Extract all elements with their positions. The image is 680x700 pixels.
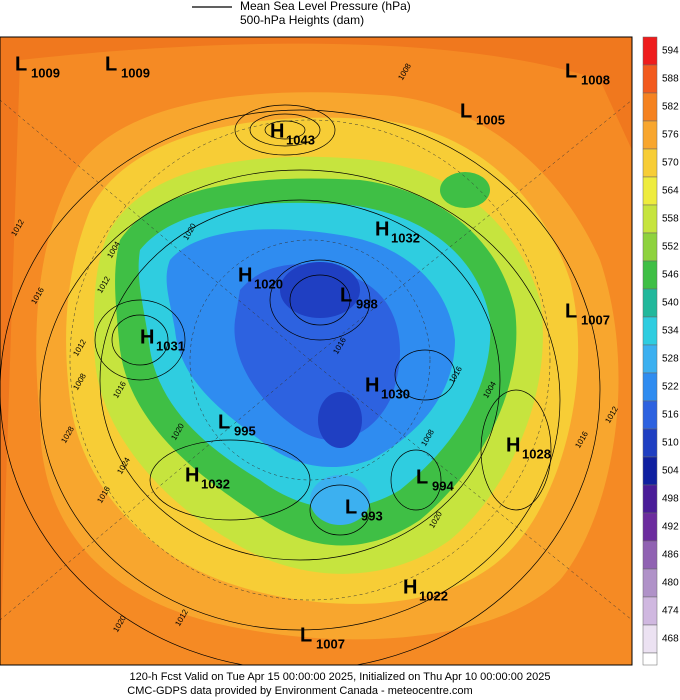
colorbar-label: 504 — [662, 466, 679, 477]
center-value: 1032 — [201, 476, 230, 491]
colorbar-swatch — [642, 456, 658, 486]
colorbar-swatch — [642, 64, 658, 94]
colorbar-label: 588 — [662, 74, 679, 85]
colorbar-swatch — [642, 288, 658, 318]
colorbar-label: 498 — [662, 494, 679, 505]
center-letter: H — [185, 464, 199, 486]
center-value: 1005 — [476, 112, 505, 127]
legend-item: 500-hPa Heights (dam) — [240, 13, 364, 27]
colorbar-swatch — [642, 92, 658, 122]
colorbar-label: 552 — [662, 242, 679, 253]
colorbar-swatch — [642, 624, 658, 654]
center-letter: L — [345, 496, 357, 518]
colorbar-swatch — [642, 400, 658, 430]
center-letter: L — [218, 411, 230, 433]
colorbar-label: 528 — [662, 354, 679, 365]
center-letter: H — [375, 218, 389, 240]
center-letter: L — [105, 53, 117, 75]
center-value: 1009 — [31, 65, 60, 80]
colorbar-swatch — [642, 176, 658, 206]
colorbar-label: 540 — [662, 298, 679, 309]
colorbar-label: 534 — [662, 326, 679, 337]
center-value: 1007 — [581, 312, 610, 327]
center-letter: H — [365, 374, 379, 396]
center-letter: L — [565, 300, 577, 322]
colorbar-swatch — [642, 316, 658, 346]
center-value: 1007 — [316, 636, 345, 651]
center-letter: H — [140, 326, 154, 348]
map — [0, 37, 632, 665]
colorbar-label: 546 — [662, 270, 679, 281]
colorbar-label: 558 — [662, 214, 679, 225]
center-letter: L — [15, 53, 27, 75]
center-value: 1008 — [581, 72, 610, 87]
footer-text: 120-h Fcst Valid on Tue Apr 15 00:00:00 … — [130, 671, 551, 683]
colorbar-label: 564 — [662, 186, 679, 197]
colorbar-swatch — [642, 512, 658, 542]
colorbar-label: 510 — [662, 438, 679, 449]
footer-text: CMC-GDPS data provided by Environment Ca… — [127, 685, 472, 697]
colorbar-label: 582 — [662, 102, 679, 113]
colorbar-swatch — [642, 540, 658, 570]
center-value: 1009 — [121, 65, 150, 80]
center-letter: L — [300, 624, 312, 646]
center-value: 1028 — [522, 446, 551, 461]
center-letter: H — [238, 264, 252, 286]
center-letter: L — [460, 100, 472, 122]
colorbar-label: 468 — [662, 634, 679, 645]
colorbar-swatch — [642, 652, 658, 666]
colorbar-label: 594 — [662, 46, 679, 57]
colorbar-swatch — [642, 204, 658, 234]
colorbar-label: 522 — [662, 382, 679, 393]
colorbar-swatch — [642, 596, 658, 626]
colorbar-label: 492 — [662, 522, 679, 533]
colorbar-label: 570 — [662, 158, 679, 169]
center-value: 1020 — [254, 276, 283, 291]
colorbar-label: 516 — [662, 410, 679, 421]
center-value: 1030 — [381, 386, 410, 401]
colorbar-swatch — [642, 372, 658, 402]
center-letter: H — [506, 434, 520, 456]
colorbar-swatch — [642, 148, 658, 178]
colorbar-label: 576 — [662, 130, 679, 141]
center-value: 993 — [361, 508, 383, 523]
center-value: 994 — [432, 478, 454, 493]
center-value: 1031 — [156, 338, 185, 353]
center-letter: L — [340, 284, 352, 306]
colorbar-swatch — [642, 484, 658, 514]
center-value: 995 — [234, 423, 256, 438]
colorbar-label: 486 — [662, 550, 679, 561]
colorbar-swatch — [642, 344, 658, 374]
colorbar-swatch — [642, 232, 658, 262]
center-value: 1032 — [391, 230, 420, 245]
center-value: 1022 — [419, 588, 448, 603]
colorbar-swatch — [642, 120, 658, 150]
center-value: 1043 — [286, 132, 315, 147]
center-value: 988 — [356, 296, 378, 311]
colorbar-swatch — [642, 568, 658, 598]
center-letter: H — [270, 120, 284, 142]
colorbar-swatch — [642, 260, 658, 290]
center-letter: L — [416, 466, 428, 488]
map-frame — [0, 36, 633, 666]
legend-item: Mean Sea Level Pressure (hPa) — [240, 0, 411, 13]
colorbar-label: 474 — [662, 606, 679, 617]
colorbar-label: 480 — [662, 578, 679, 589]
center-letter: L — [565, 60, 577, 82]
center-letter: H — [403, 576, 417, 598]
colorbar-swatch — [642, 428, 658, 458]
colorbar-swatch — [642, 36, 658, 66]
